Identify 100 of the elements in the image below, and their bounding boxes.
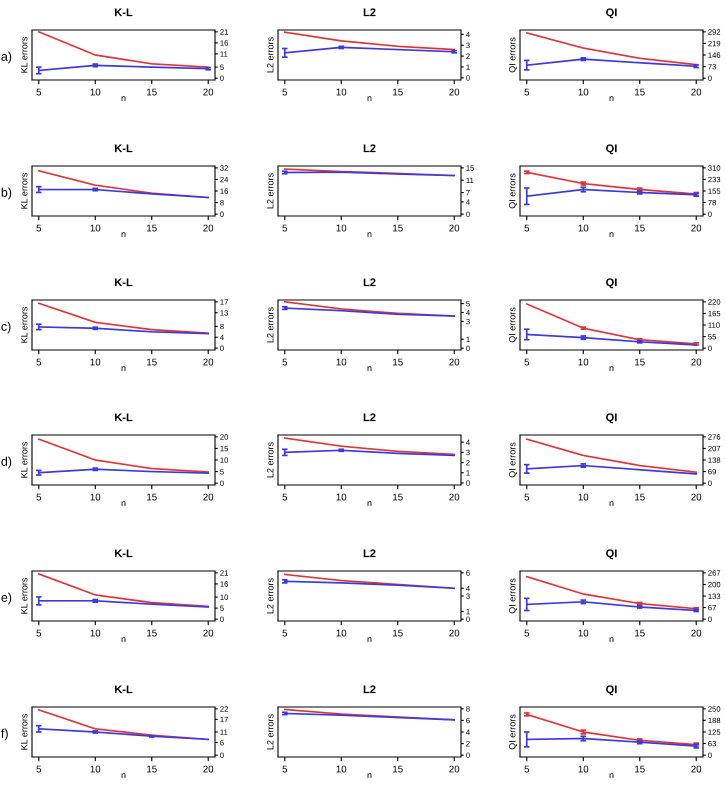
line-series [38,31,210,68]
chart-title: QI [606,413,617,424]
x-tick-label: 10 [90,358,100,366]
line-series [38,438,210,473]
chart-title: L2 [364,144,376,152]
x-tick-label: 10 [578,494,588,500]
line-series [526,32,698,66]
x-tick-label: 20 [691,88,702,96]
x-tick-label: 5 [524,630,530,636]
y-axis-title: L2 errors [267,307,274,342]
x-tick-label: 15 [147,630,157,636]
x-tick-label: 15 [635,494,645,500]
x-tick-label: 10 [336,224,346,232]
y-axis-title: QI errors [509,38,518,72]
x-tick-label: 5 [524,88,530,96]
chart-title: L2 [364,549,376,558]
y-axis-title: QI errors [509,174,518,208]
x-tick-label: 15 [147,766,157,772]
x-tick-label: 15 [393,766,403,772]
chart-title: QI [606,8,617,18]
x-tick-label: 10 [90,224,100,232]
chart-title: K-L [114,8,132,16]
x-axis-title: n [122,637,126,642]
x-axis-title: n [122,366,126,372]
chart-title: L2 [364,685,376,694]
x-axis-title: n [610,501,614,506]
x-tick-label: 10 [336,766,346,772]
x-tick-label: 15 [635,358,645,366]
chart-title: K-L [114,144,132,152]
text: a) [1,52,12,64]
line-series [38,302,210,334]
x-tick-label: 20 [449,766,460,772]
x-tick-label: 10 [90,88,100,96]
x-tick-label: 20 [691,494,702,500]
x-tick-label: 20 [449,88,460,96]
x-tick-label: 20 [449,630,460,636]
x-tick-label: 15 [393,224,403,232]
x-tick-label: 20 [203,88,214,96]
y-axis-title: L2 errors [267,714,274,750]
x-axis-title: n [368,773,372,778]
x-tick-label: 5 [282,224,288,232]
y-axis-title: QI errors [509,442,518,478]
x-axis-title: n [122,96,126,102]
x-tick-label: 5 [524,766,530,772]
x-axis-title: n [368,96,372,102]
y-axis-title: QI errors [509,714,518,750]
y-axis-title: KL errors [21,306,28,343]
x-tick-label: 10 [578,224,588,232]
x-axis-title: n [122,232,126,238]
chart-title: QI [606,549,617,560]
x-tick-label: 15 [393,494,403,500]
line-series [526,464,698,475]
x-tick-label: 15 [147,88,157,96]
line-series [38,326,210,335]
x-tick-label: 15 [635,766,645,772]
x-tick-label: 20 [203,494,214,500]
chart-title: K-L [114,685,132,694]
x-tick-label: 10 [336,358,346,366]
line-series [38,728,210,740]
y-axis-title: KL errors [21,714,28,750]
x-axis-title: n [610,232,614,238]
x-tick-label: 5 [36,630,42,636]
chart-title: QI [606,144,617,154]
x-tick-label: 20 [449,494,460,500]
x-tick-label: 5 [36,494,42,500]
x-tick-label: 10 [578,630,588,636]
chart-title: L2 [364,413,376,422]
text: e) [1,592,12,604]
chart-title: K-L [114,549,132,558]
x-axis-title: n [122,501,126,506]
x-axis-title: n [368,501,372,506]
text: c) [1,322,11,334]
x-tick-label: 10 [336,630,346,636]
chart-title: K-L [114,413,132,422]
y-axis-title: L2 errors [267,37,274,72]
chart-title: K-L [114,278,132,286]
x-tick-label: 10 [578,766,588,772]
chart-title: L2 [364,8,376,16]
x-tick-label: 15 [147,224,157,232]
x-axis-title: n [122,773,126,778]
x-tick-label: 20 [691,358,702,366]
y-axis-title: L2 errors [267,442,274,478]
y-axis-title: L2 errors [267,173,274,208]
y-axis-title: QI errors [509,308,518,342]
x-tick-label: 20 [203,766,214,772]
x-axis-title: n [610,366,614,372]
x-tick-label: 20 [203,358,214,366]
x-tick-label: 15 [393,358,403,366]
x-tick-label: 5 [36,88,42,96]
x-tick-label: 15 [393,630,403,636]
x-tick-label: 20 [449,224,460,232]
x-tick-label: 15 [635,88,645,96]
x-tick-label: 5 [36,224,42,232]
chart-title: L2 [364,278,376,286]
x-tick-label: 15 [635,224,645,232]
x-tick-label: 10 [336,494,346,500]
x-tick-label: 20 [691,630,702,636]
x-tick-label: 20 [203,630,214,636]
text: f) [1,728,8,740]
line-series [284,31,456,50]
